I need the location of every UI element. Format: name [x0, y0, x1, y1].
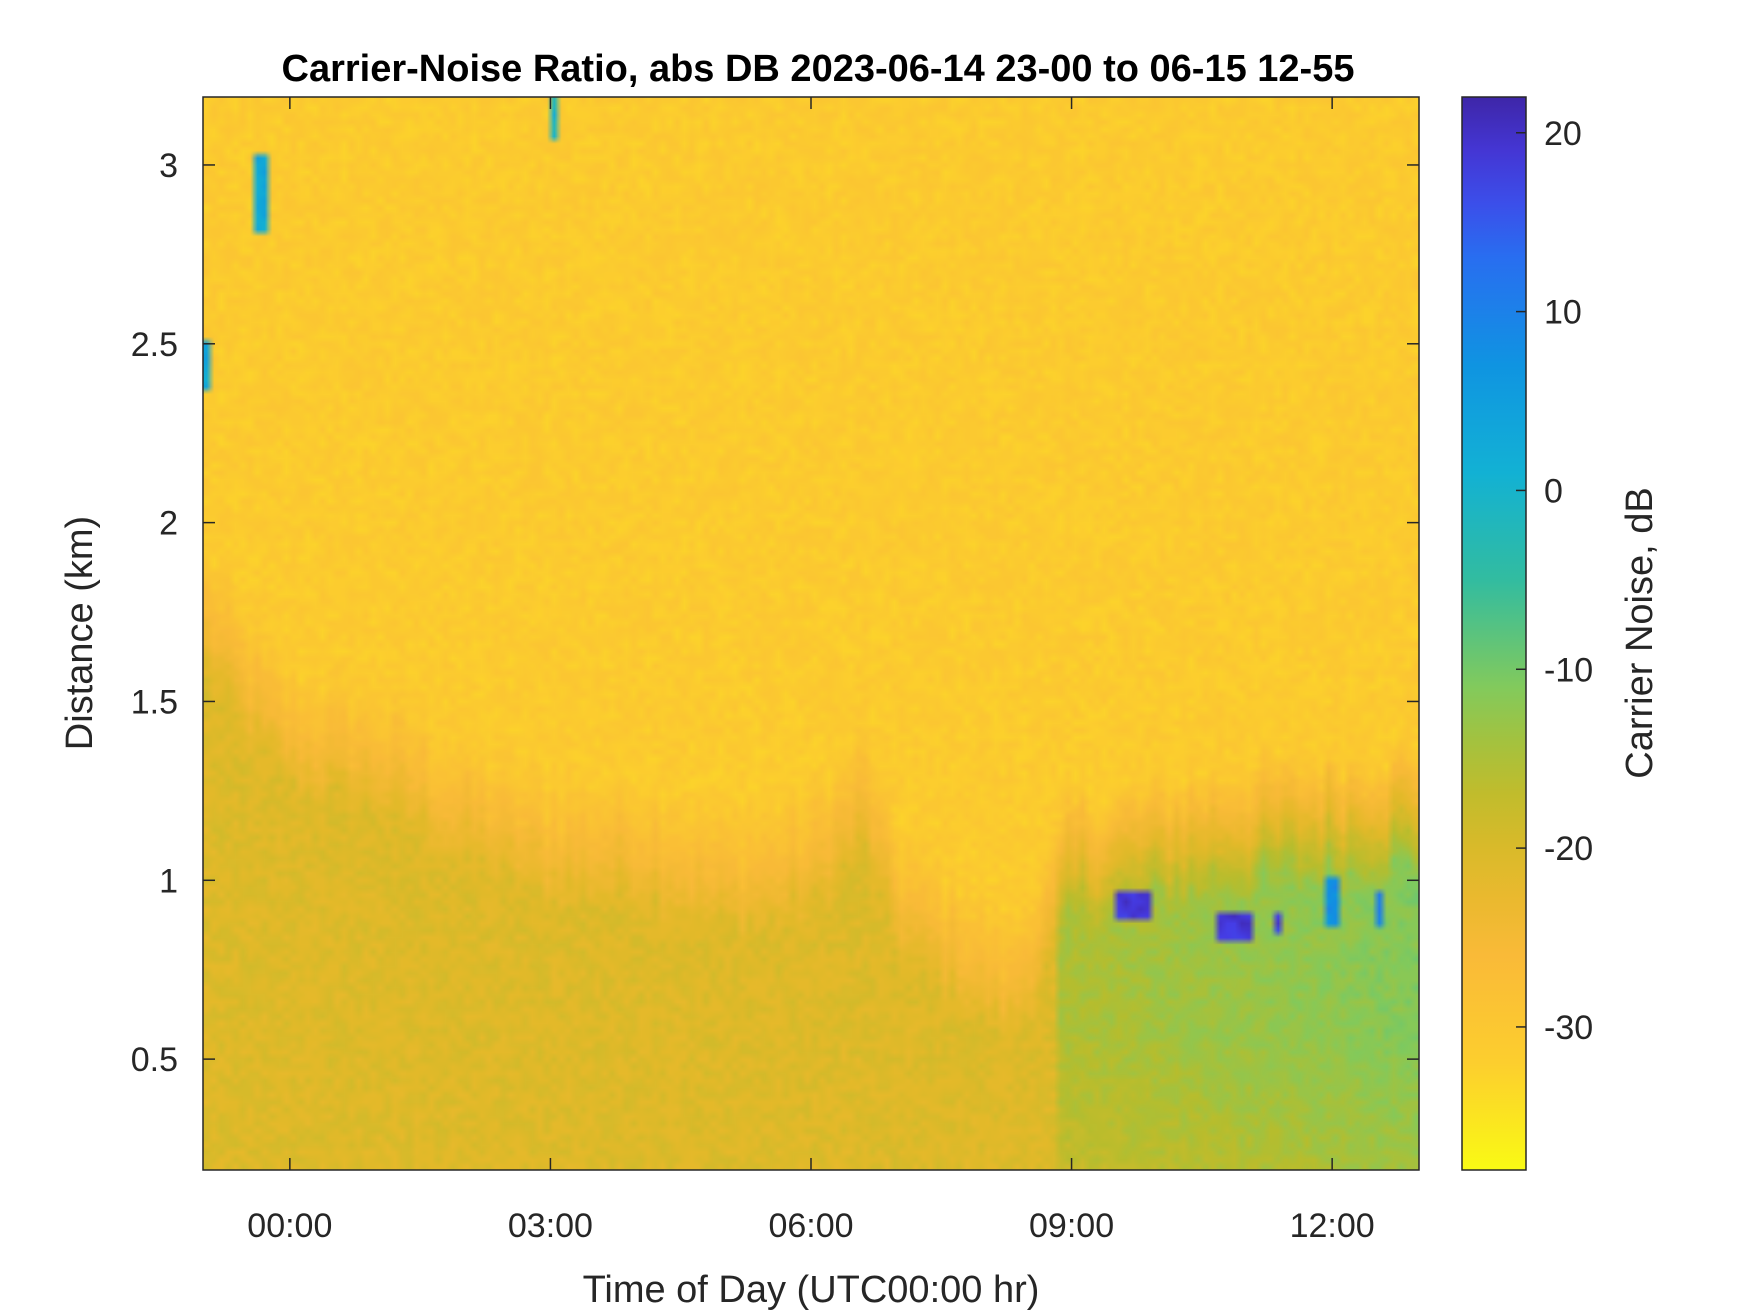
y-axis-label: Distance (km)	[59, 516, 101, 750]
y-tick-label: 2.5	[131, 326, 178, 364]
y-tick-label: 0.5	[131, 1041, 178, 1079]
colorbar-tick-label: 0	[1544, 472, 1563, 510]
colorbar-ticks: 20 10 0 -10 -20 -30	[1516, 115, 1593, 1047]
x-tick-label: 09:00	[1029, 1207, 1114, 1245]
colorbar-tick-label: 20	[1544, 115, 1582, 153]
colorbar-tick-label: 10	[1544, 294, 1582, 332]
colorbar: 20 10 0 -10 -20 -30	[1461, 96, 1593, 1171]
colorbar-tick-label: -20	[1544, 830, 1593, 868]
y-tick-label: 2	[159, 505, 178, 543]
y-tick-label: 3	[159, 147, 178, 185]
x-tick-label: 03:00	[508, 1207, 593, 1245]
x-tick-label: 06:00	[768, 1207, 853, 1245]
x-axis-label: Time of Day (UTC00:00 hr)	[583, 1269, 1040, 1311]
heatmap-plot-area	[203, 97, 1419, 1170]
y-tick-label: 1	[159, 862, 178, 900]
colorbar-label: Carrier Noise, dB	[1619, 487, 1661, 778]
colorbar-tick-label: -10	[1544, 651, 1593, 689]
colorbar-tick-label: -30	[1544, 1009, 1593, 1047]
colorbar-gradient	[1462, 97, 1526, 1170]
colorbar-frame	[1461, 96, 1527, 1171]
y-axis-ticks: 0.5 1 1.5 2 2.5 3	[131, 147, 1419, 1079]
x-tick-label: 12:00	[1290, 1207, 1375, 1245]
x-axis-ticks: 00:00 03:00 06:00 09:00 12:00	[247, 97, 1375, 1245]
y-tick-label: 1.5	[131, 683, 178, 721]
chart-title: Carrier-Noise Ratio, abs DB 2023-06-14 2…	[282, 48, 1355, 90]
x-tick-label: 00:00	[247, 1207, 332, 1245]
heatmap-image	[203, 97, 1419, 1170]
